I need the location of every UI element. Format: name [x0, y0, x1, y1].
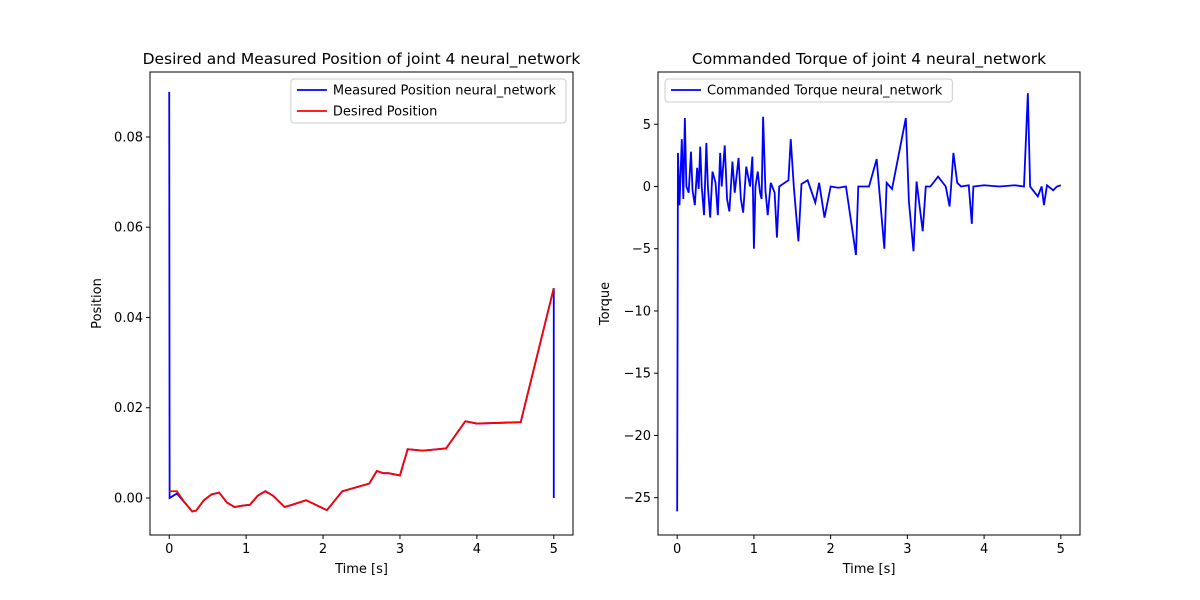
y-axis-label: Position [90, 278, 105, 329]
x-tick-label: 3 [903, 542, 911, 557]
legend-box [664, 78, 953, 103]
x-tick-label: 4 [473, 542, 481, 557]
x-tick-label: 2 [826, 542, 834, 557]
y-tick-label: 0.06 [114, 221, 143, 236]
y-tick-label: −10 [624, 304, 651, 319]
x-tick-label: 0 [165, 542, 173, 557]
x-axis-label: Time [s] [842, 562, 896, 577]
x-tick-label: 0 [673, 542, 681, 557]
x-tick-label: 1 [750, 542, 758, 557]
y-tick-label: −20 [624, 429, 651, 444]
x-axis-label: Time [s] [334, 562, 388, 577]
y-tick-label: 0.00 [114, 491, 143, 506]
x-tick-label: 5 [1057, 542, 1065, 557]
y-tick-label: 0.08 [114, 130, 143, 145]
x-tick-label: 5 [550, 542, 558, 557]
y-tick-label: 5 [643, 118, 651, 133]
y-tick-label: 0.02 [114, 401, 143, 416]
legend: Commanded Torque neural_network [664, 78, 953, 103]
x-tick-label: 2 [319, 542, 327, 557]
data-line [168, 91, 555, 513]
axes-frame [657, 71, 1081, 536]
y-tick-label: −25 [624, 491, 651, 506]
legend: Measured Position neural_network Desired … [290, 78, 567, 124]
x-tick-label: 3 [396, 542, 404, 557]
y-tick-label: 0.04 [114, 311, 143, 326]
y-tick-label: 0 [643, 180, 651, 195]
axes-frame [149, 71, 574, 536]
data-line [169, 287, 555, 513]
x-tick-label: 4 [980, 542, 988, 557]
chart-title: Desired and Measured Position of joint 4… [143, 50, 581, 69]
chart-title: Commanded Torque of joint 4 neural_netwo… [692, 50, 1046, 69]
y-axis-label: Torque [598, 282, 613, 326]
legend-label: Desired Position [333, 105, 437, 120]
legend-box [290, 78, 567, 124]
y-tick-label: −15 [624, 367, 651, 382]
legend-label: Commanded Torque neural_network [707, 84, 943, 99]
x-tick-label: 1 [242, 542, 250, 557]
legend-label: Measured Position neural_network [333, 84, 557, 99]
y-tick-label: −5 [632, 242, 651, 257]
data-line [676, 93, 1062, 512]
